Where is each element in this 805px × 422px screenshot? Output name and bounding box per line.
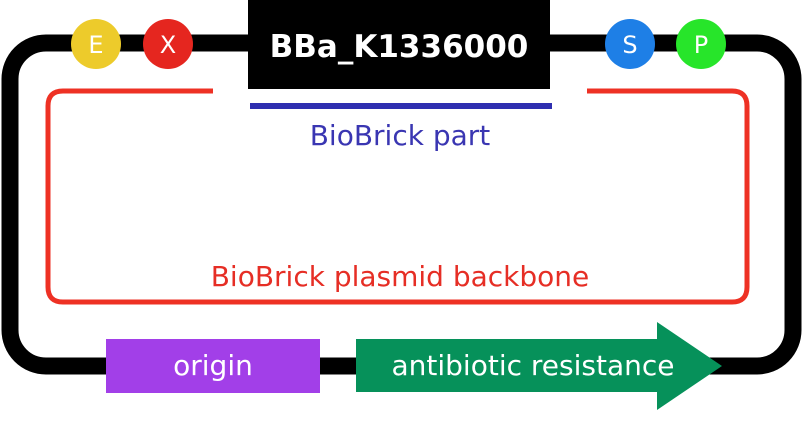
site-marker-s: S — [605, 19, 655, 69]
part-caption: BioBrick part — [310, 119, 491, 152]
resistance-arrow — [356, 322, 722, 410]
backbone-outline — [45, 88, 750, 305]
site-marker-e: E — [71, 19, 121, 69]
site-s-circle — [605, 19, 655, 69]
site-x-label: X — [160, 31, 176, 59]
site-e-label: E — [88, 31, 103, 59]
site-p-label: P — [694, 31, 708, 59]
origin-box — [106, 339, 320, 393]
site-s-label: S — [622, 31, 637, 59]
backbone-caption: BioBrick plasmid backbone — [211, 260, 590, 293]
resistance-label: antibiotic resistance — [392, 349, 675, 382]
site-marker-p: P — [676, 19, 726, 69]
site-p-circle — [676, 19, 726, 69]
site-marker-x: X — [143, 19, 193, 69]
site-e-circle — [71, 19, 121, 69]
site-x-circle — [143, 19, 193, 69]
part-name-box — [248, 0, 550, 89]
origin-label: origin — [173, 349, 253, 382]
part-name: BBa_K1336000 — [270, 29, 529, 65]
